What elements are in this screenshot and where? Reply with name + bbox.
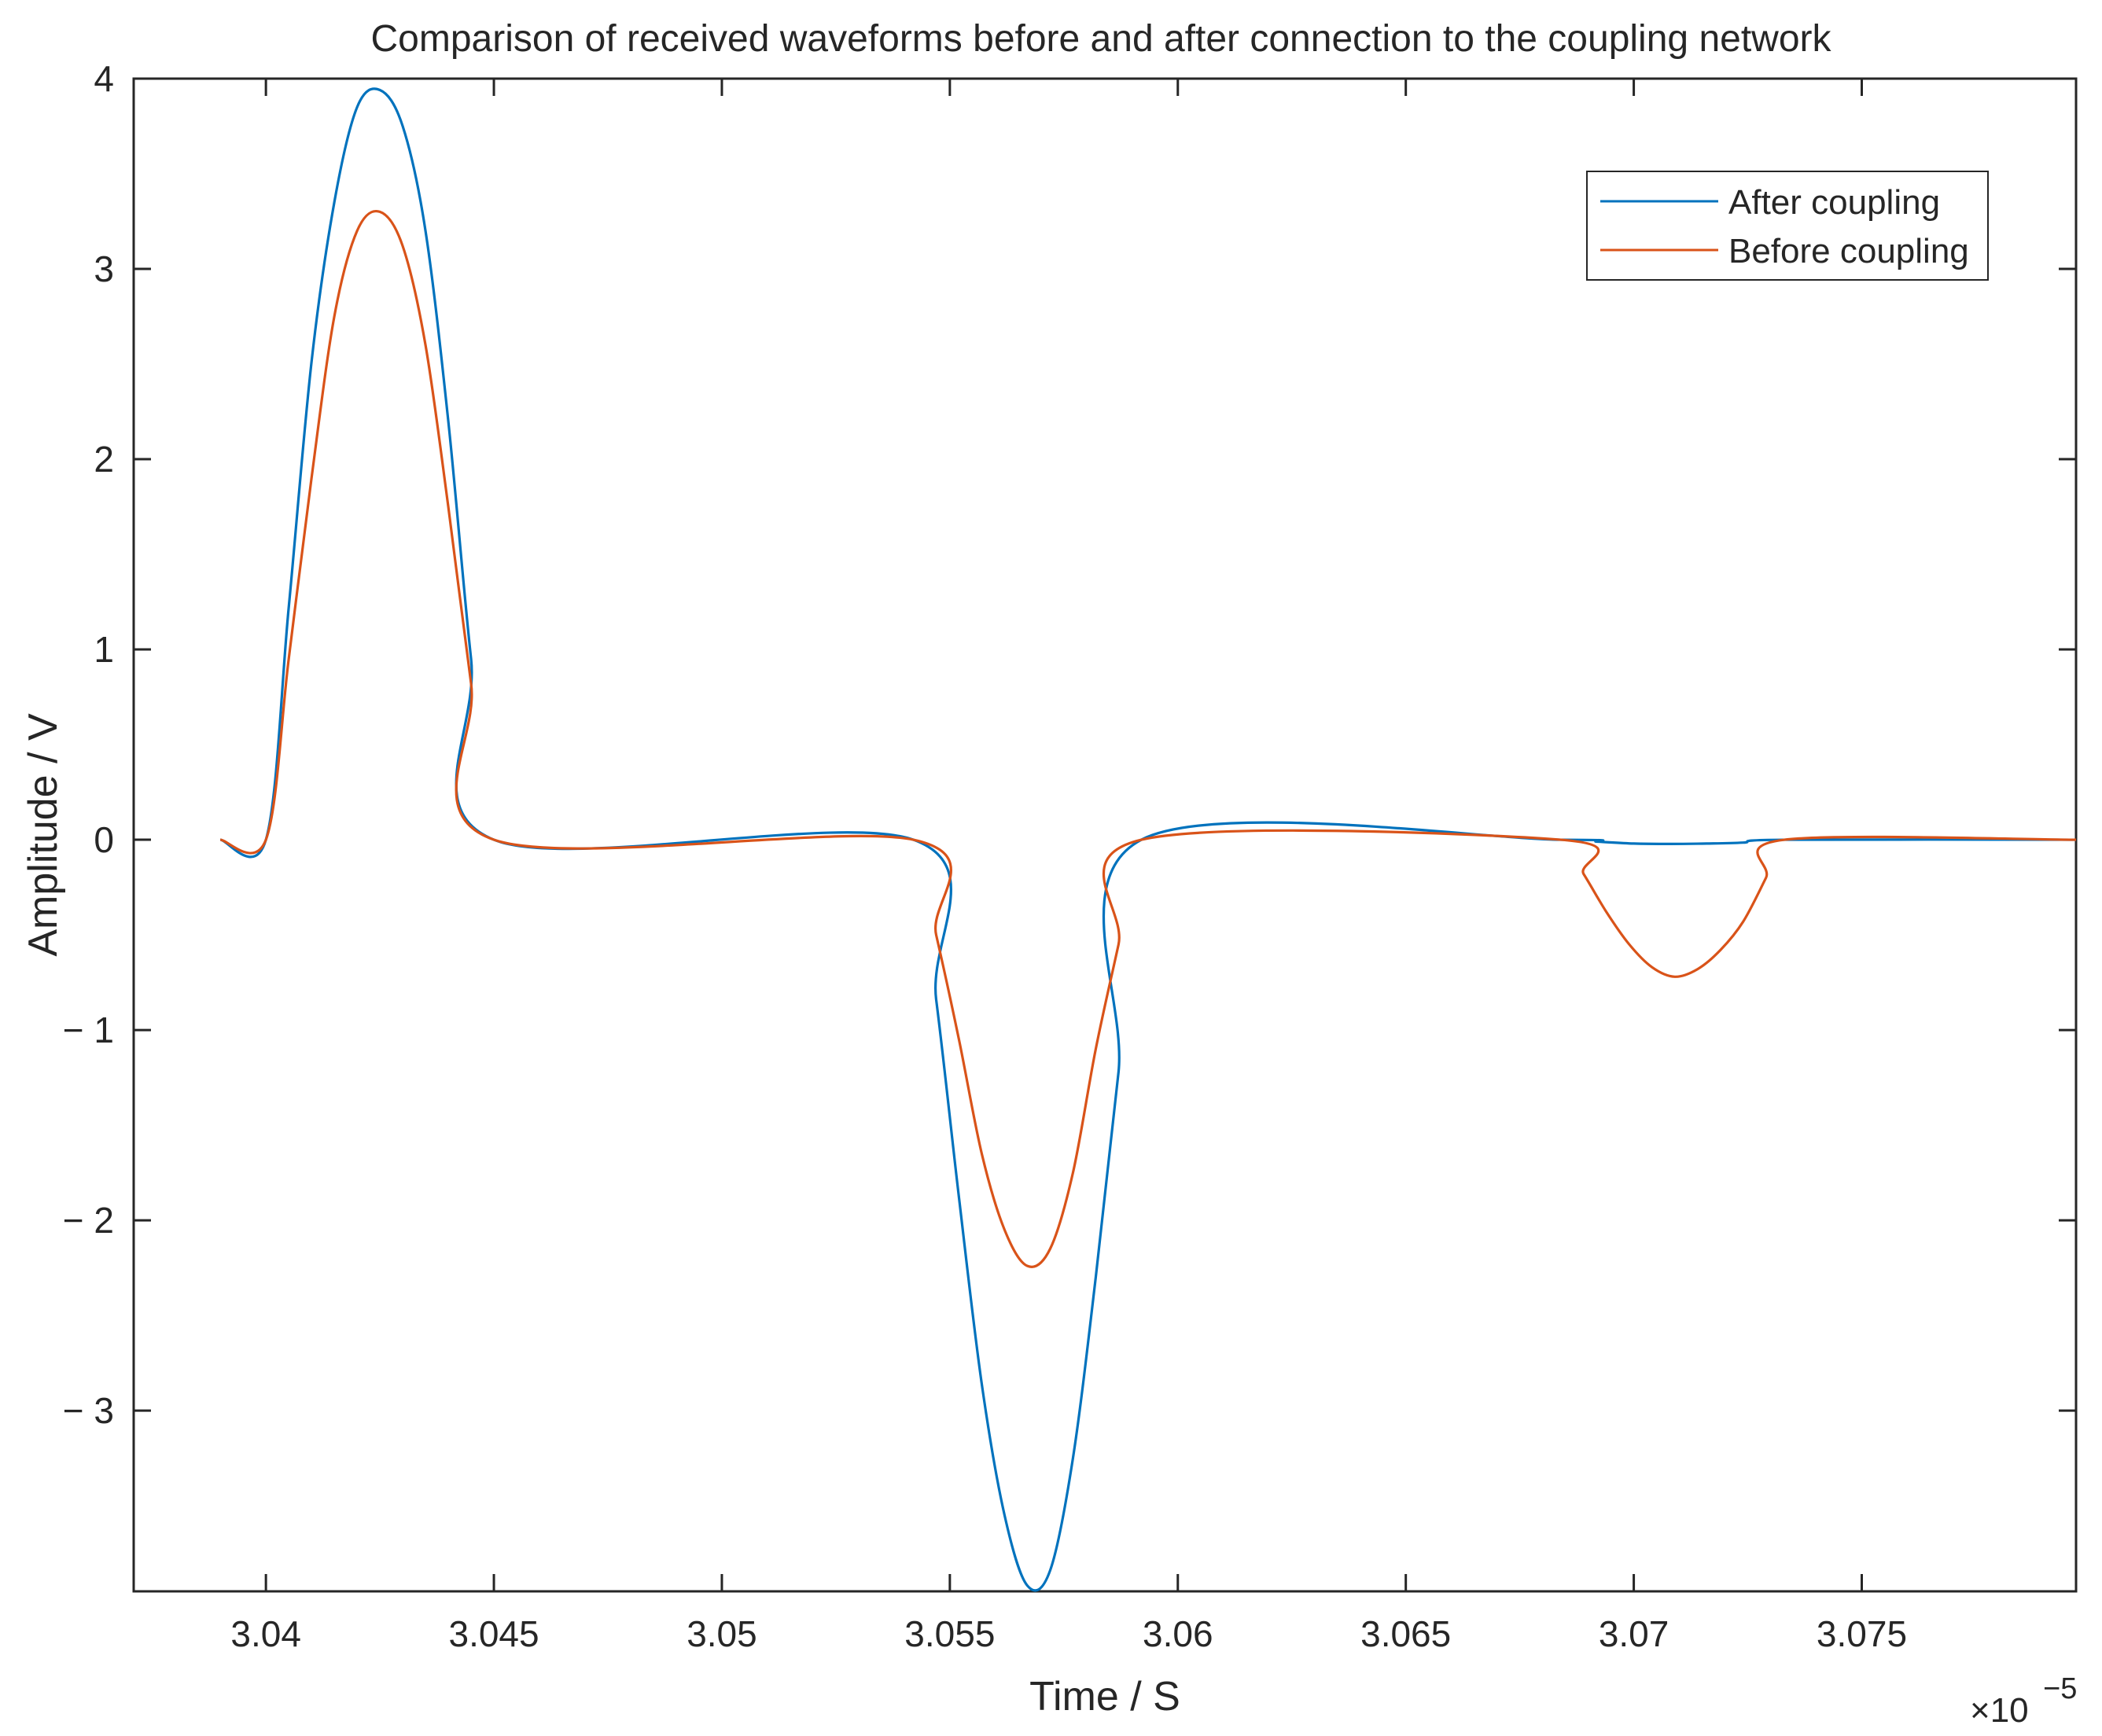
- y-tick-label: 3: [94, 248, 114, 289]
- legend-label-after-coupling: After coupling: [1728, 183, 1940, 222]
- y-tick-label: − 1: [63, 1010, 114, 1050]
- x-tick-label: 3.075: [1817, 1613, 1907, 1654]
- plot-area: [132, 77, 2078, 1593]
- x-tick-label: 3.04: [230, 1613, 301, 1654]
- y-tick-label: − 3: [63, 1390, 114, 1431]
- y-tick-label: 4: [94, 58, 114, 99]
- x-tick-label: 3.045: [448, 1613, 539, 1654]
- legend: After coupling Before coupling: [1586, 171, 1989, 281]
- y-tick-label: − 2: [63, 1200, 114, 1241]
- x-tick-label: 3.065: [1360, 1613, 1451, 1654]
- x-axis-multiplier-exponent: −5: [2043, 1672, 2077, 1705]
- x-axis: 3.04 3.045 3.05 3.055 3.06 3.065 3.07 3.075: [230, 79, 1907, 1654]
- y-tick-label: 2: [94, 439, 114, 480]
- series-line-after-coupling: [219, 87, 2077, 1592]
- x-tick-label: 3.07: [1599, 1613, 1669, 1654]
- series-lines: [219, 87, 2077, 1592]
- x-tick-label: 3.06: [1143, 1613, 1213, 1654]
- x-tick-label: 3.05: [687, 1613, 757, 1654]
- y-axis: 4 3 2 1 0 − 1 − 2 − 3: [63, 58, 2076, 1431]
- x-axis-multiplier-base: ×10: [1970, 1691, 2029, 1730]
- series-line-before-coupling: [219, 210, 2077, 1268]
- y-axis-label: Amplitude / V: [20, 713, 66, 957]
- y-tick-label: 1: [94, 629, 114, 670]
- chart-title: Comparison of received waveforms before …: [370, 18, 1831, 60]
- x-axis-label: Time / S: [1029, 1674, 1180, 1719]
- legend-label-before-coupling: Before coupling: [1728, 232, 1969, 270]
- legend-box: [1586, 171, 1989, 281]
- x-tick-label: 3.055: [904, 1613, 995, 1654]
- y-tick-label: 0: [94, 819, 114, 860]
- x-axis-multiplier: ×10 −5: [1970, 1672, 2077, 1730]
